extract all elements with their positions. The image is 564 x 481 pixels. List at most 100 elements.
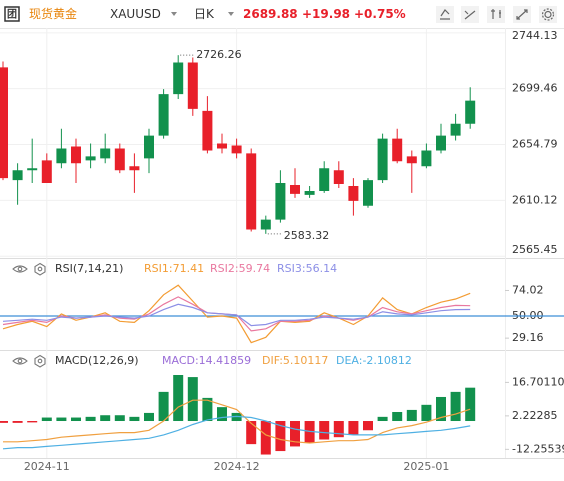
histogram-bar bbox=[260, 421, 271, 455]
histogram-bar bbox=[114, 415, 125, 422]
logo: 团 bbox=[7, 9, 17, 21]
histogram-bar bbox=[27, 421, 38, 423]
header: 团 现货黄金 XAUUSD 日K 2689.88 +19.98 +0.75% bbox=[4, 6, 557, 23]
x-tick-label: 2025-01 bbox=[403, 460, 449, 473]
histogram-bar bbox=[406, 409, 417, 422]
candle-body bbox=[450, 123, 461, 136]
rsi-settings-icon[interactable] bbox=[34, 262, 46, 276]
candle-body bbox=[202, 110, 213, 151]
legend-label: RSI1:71.41 bbox=[144, 262, 204, 275]
histogram-bar bbox=[392, 411, 403, 422]
candle-body bbox=[319, 168, 330, 191]
symbol[interactable]: XAUUSD bbox=[110, 7, 161, 21]
histogram-bar bbox=[158, 391, 169, 422]
settings-icon[interactable] bbox=[539, 6, 557, 23]
x-tick-label: 2024-12 bbox=[214, 460, 260, 473]
instrument-name: 现货黄金 bbox=[29, 6, 77, 21]
histogram-bar bbox=[71, 417, 81, 422]
annotation-label: 2726.26 bbox=[196, 48, 242, 61]
change: +19.98 bbox=[302, 7, 350, 21]
indicator-line bbox=[2, 303, 471, 327]
histogram-bar bbox=[436, 396, 446, 422]
y-tick-label: 2565.45 bbox=[512, 243, 558, 256]
y-tick-label: 2.22285 bbox=[512, 409, 558, 422]
candle-body bbox=[348, 186, 359, 201]
y-tick-label: 2610.12 bbox=[512, 193, 558, 206]
histogram-bar bbox=[129, 416, 140, 422]
histogram-bar bbox=[319, 421, 330, 440]
candle-body bbox=[12, 170, 23, 181]
indicator-icon[interactable] bbox=[461, 6, 479, 23]
candle-body bbox=[158, 94, 169, 136]
legend-label: MACD:14.41859 bbox=[162, 354, 251, 367]
histogram-bar bbox=[100, 415, 111, 422]
candle-body bbox=[421, 150, 432, 167]
annotation-label: 2583.32 bbox=[284, 229, 330, 242]
candle-body bbox=[290, 185, 300, 194]
indicator-title: RSI(7,14,21) bbox=[55, 262, 123, 275]
price: 2689.88 bbox=[243, 7, 298, 21]
indicator-line bbox=[2, 284, 471, 344]
histogram-bar bbox=[363, 421, 373, 431]
legend-label: RSI2:59.74 bbox=[210, 262, 270, 275]
candle-body bbox=[406, 156, 417, 164]
macd-visibility-icon[interactable] bbox=[12, 357, 28, 365]
histogram-bar bbox=[377, 416, 388, 422]
period[interactable]: 日K bbox=[194, 7, 215, 21]
y-tick-label: 29.16 bbox=[512, 331, 544, 344]
draw-tool-icon[interactable] bbox=[436, 6, 454, 23]
y-tick-label: 2699.46 bbox=[512, 82, 558, 95]
candle-body bbox=[363, 180, 373, 206]
candle-body bbox=[465, 100, 476, 124]
candle-body bbox=[333, 170, 344, 184]
symbol-dropdown[interactable] bbox=[171, 12, 177, 16]
candle-body bbox=[187, 62, 198, 109]
candle-body bbox=[436, 135, 446, 151]
histogram-bar bbox=[275, 421, 286, 452]
histogram-bar bbox=[217, 407, 227, 422]
candle-body bbox=[144, 135, 154, 159]
histogram-bar bbox=[0, 421, 8, 423]
macd-settings-icon[interactable] bbox=[34, 354, 46, 368]
histogram-bar bbox=[290, 421, 300, 447]
rsi-visibility-icon[interactable] bbox=[12, 265, 28, 273]
indicator-line bbox=[3, 399, 471, 444]
period-dropdown[interactable] bbox=[228, 12, 234, 16]
histogram-bar bbox=[41, 417, 52, 422]
histogram-bar bbox=[85, 416, 96, 422]
y-tick-label: 16.70110 bbox=[512, 375, 564, 388]
candle-body bbox=[377, 138, 388, 181]
style-icon[interactable] bbox=[487, 6, 505, 23]
candle-body bbox=[246, 153, 257, 230]
change-percent: +0.75% bbox=[354, 7, 406, 21]
histogram-bar bbox=[202, 397, 213, 422]
candle-body bbox=[56, 148, 67, 164]
histogram-bar bbox=[12, 421, 23, 423]
candle-body bbox=[231, 145, 242, 154]
candle-body bbox=[114, 148, 125, 171]
logo-box bbox=[4, 6, 20, 22]
candle-body bbox=[0, 67, 8, 179]
histogram-bar bbox=[421, 404, 432, 422]
candle-body bbox=[85, 156, 96, 161]
histogram-bar bbox=[246, 421, 257, 445]
expand-icon[interactable] bbox=[513, 6, 531, 23]
histogram-bar bbox=[173, 375, 184, 422]
histogram-bar bbox=[333, 421, 344, 438]
indicator-line bbox=[2, 415, 471, 450]
histogram-bar bbox=[144, 412, 154, 422]
histogram-bar bbox=[187, 377, 198, 422]
candle-body bbox=[304, 191, 315, 195]
histogram-bar bbox=[348, 421, 359, 435]
candle-body bbox=[27, 168, 38, 171]
y-tick-label: 2654.79 bbox=[512, 138, 558, 151]
candle-body bbox=[260, 219, 271, 230]
y-tick-label: -12.25539 bbox=[512, 442, 564, 455]
indicator-title: MACD(12,26,9) bbox=[55, 354, 139, 367]
candle-body bbox=[173, 62, 184, 95]
candle-body bbox=[392, 138, 403, 162]
y-tick-label: 2744.13 bbox=[512, 29, 558, 42]
histogram-bar bbox=[56, 417, 67, 422]
candle-body bbox=[100, 148, 111, 159]
